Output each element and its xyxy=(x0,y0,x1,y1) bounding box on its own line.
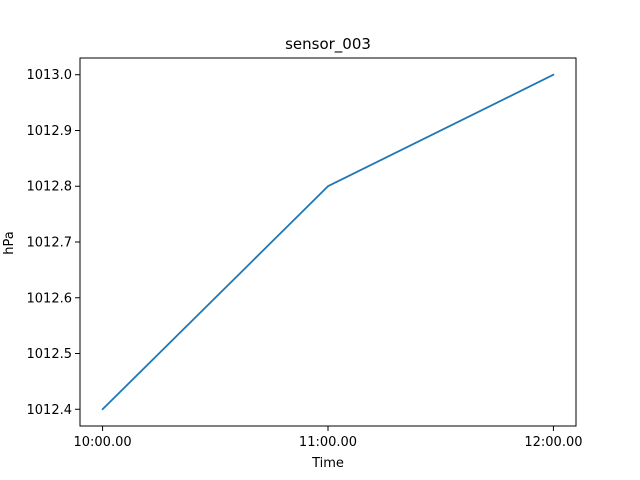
y-tick-label: 1013.0 xyxy=(27,68,73,83)
x-axis: 10:00.00 11:00.00 12:00.00 xyxy=(73,426,583,450)
y-tick-label: 1012.7 xyxy=(27,236,73,251)
axis-frame xyxy=(79,57,577,427)
y-axis-label: hPa xyxy=(2,231,17,254)
y-tick-label: 1012.8 xyxy=(27,180,73,195)
plot-area xyxy=(79,57,577,427)
series-line xyxy=(101,73,555,411)
x-axis-label: Time xyxy=(311,456,344,471)
chart-title: sensor_003 xyxy=(285,35,371,54)
y-tick-label: 1012.4 xyxy=(27,403,73,418)
y-tick-label: 1012.6 xyxy=(27,291,73,306)
y-axis: 1012.4 1012.5 1012.6 1012.7 1012.8 1012.9 1013… xyxy=(27,68,80,418)
x-tick-label: 10:00.00 xyxy=(73,435,131,450)
x-tick-label: 11:00.00 xyxy=(299,435,357,450)
x-tick-label: 12:00.00 xyxy=(524,435,582,450)
y-tick-label: 1012.5 xyxy=(27,347,73,362)
y-tick-label: 1012.9 xyxy=(27,124,73,139)
